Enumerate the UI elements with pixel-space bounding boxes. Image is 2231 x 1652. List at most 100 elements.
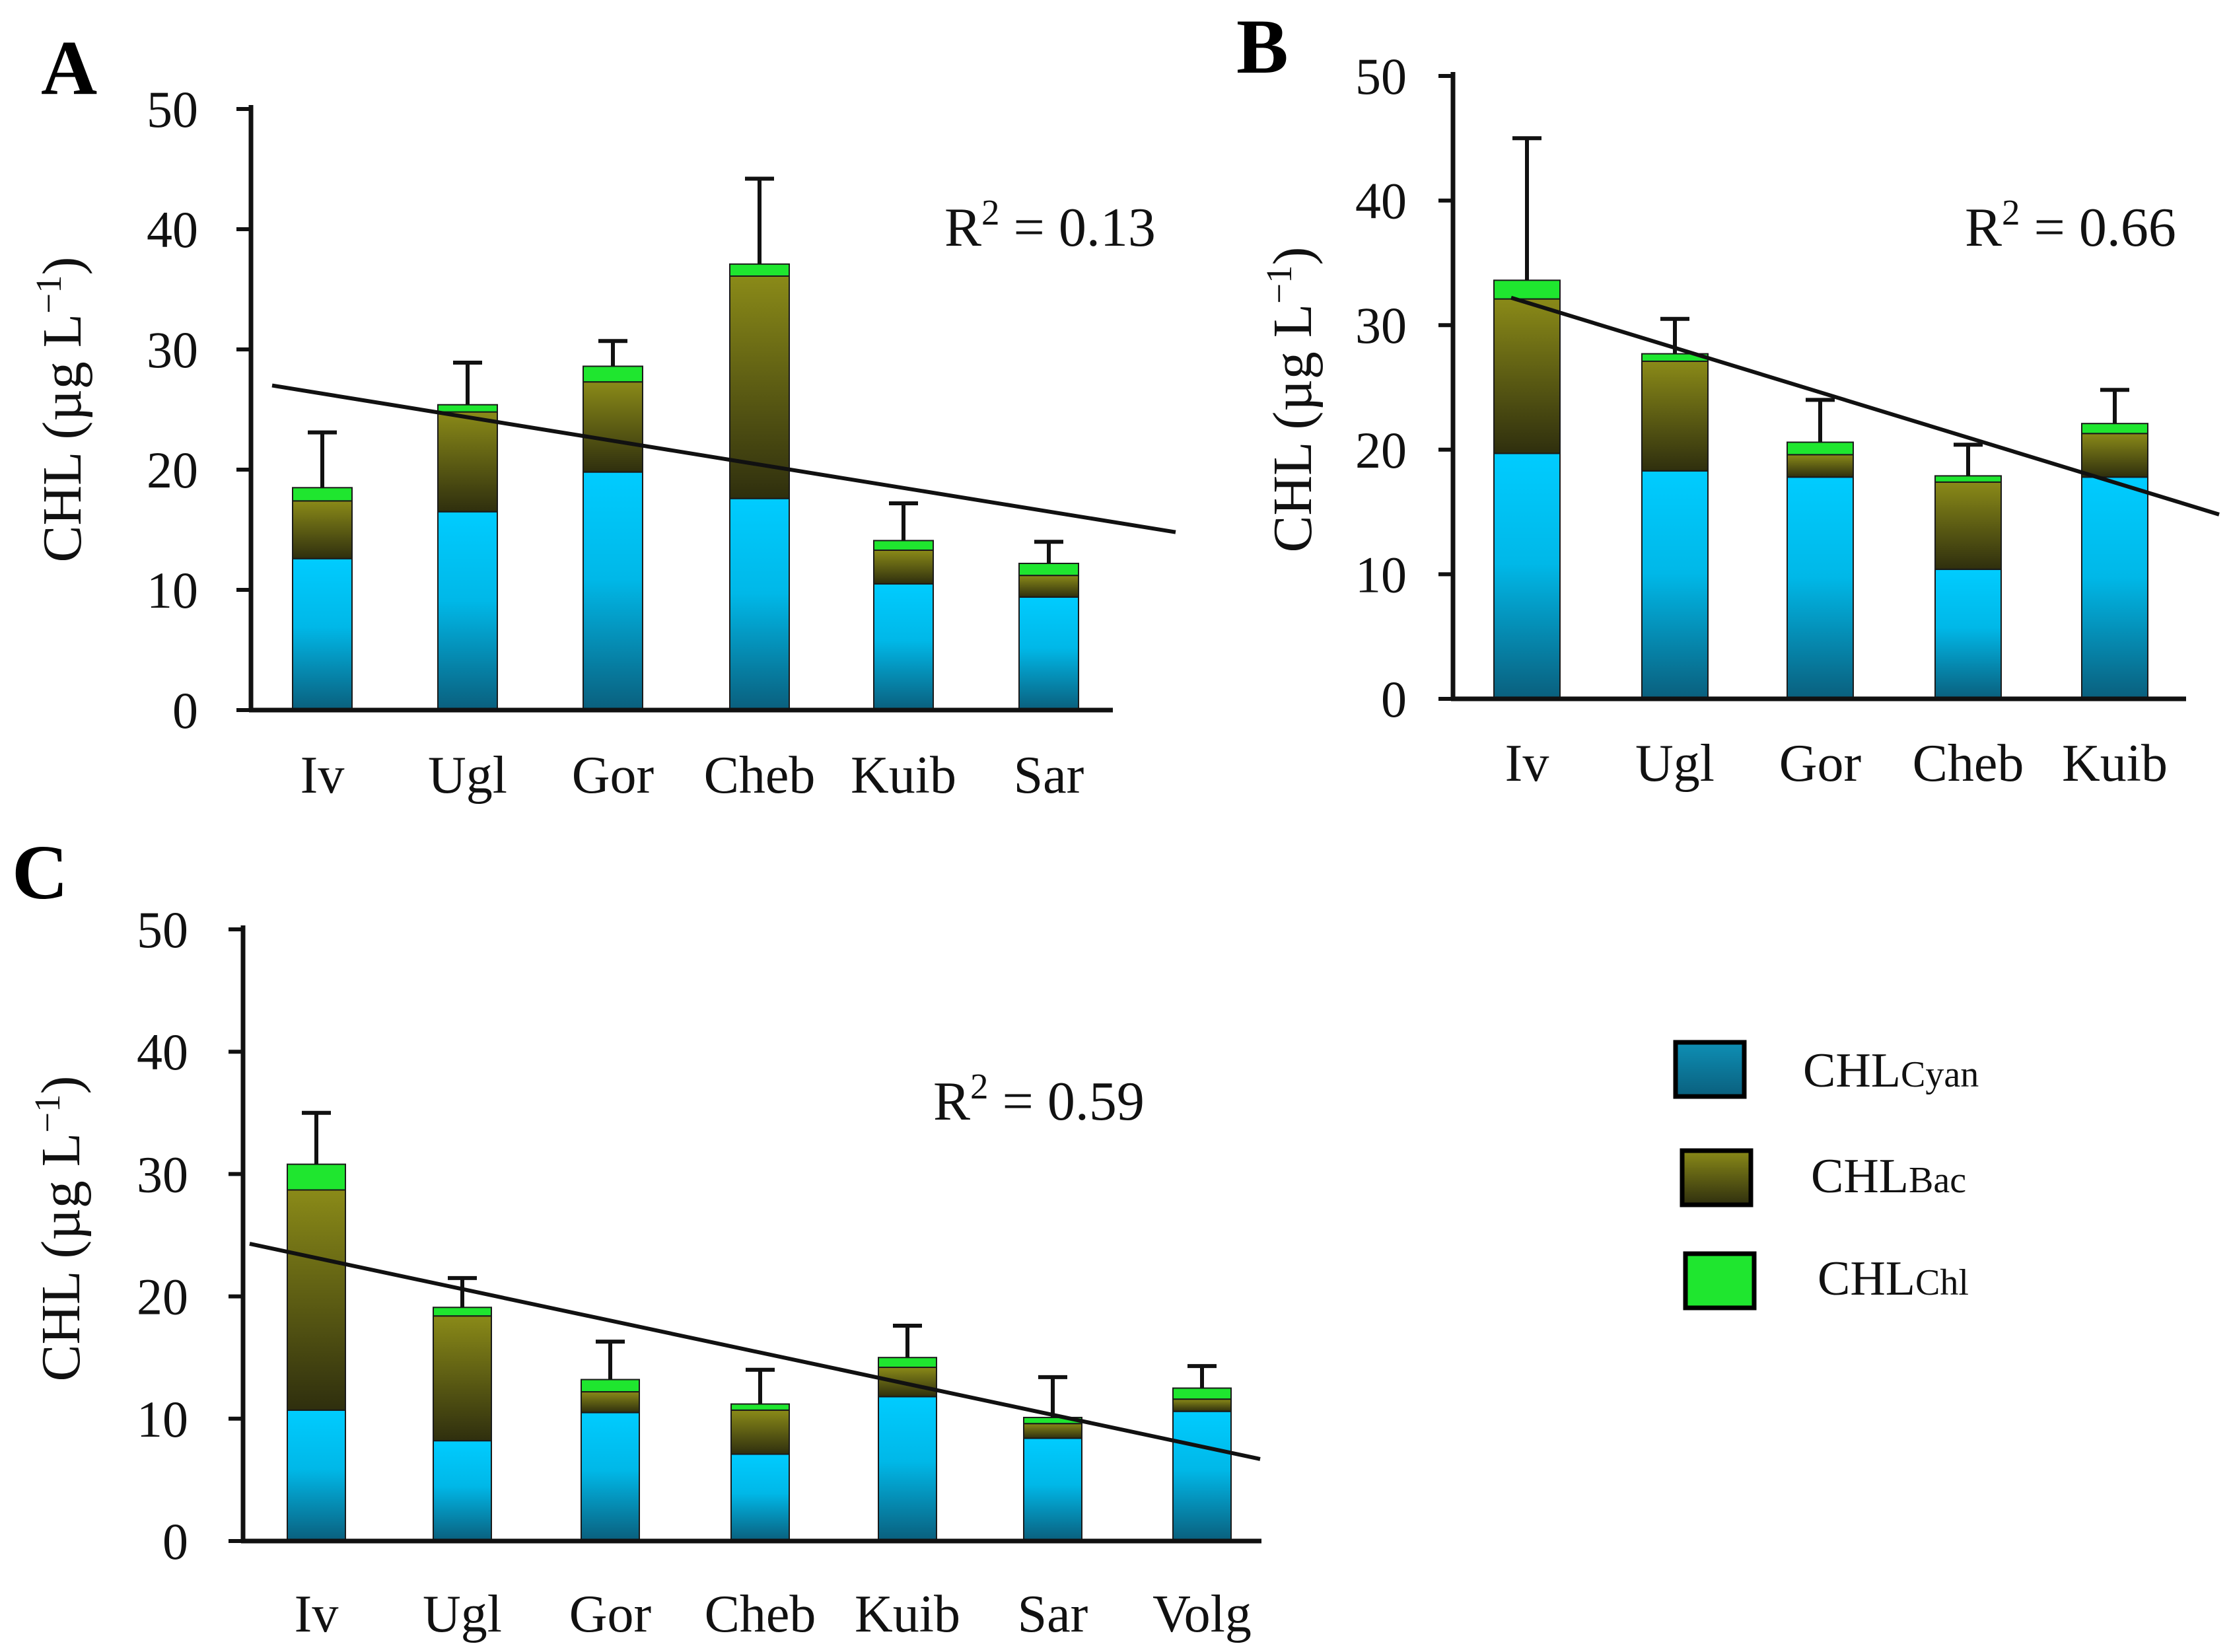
bar-chl-volg [1173,1388,1231,1400]
bar-bac-ugl [433,1316,491,1441]
bar-chl-kuib [874,540,933,550]
bar-chl-ugl [438,405,497,412]
bar-bac-volg [1173,1399,1231,1412]
bar-cyan-volg [1173,1412,1231,1541]
bar-chl-gor [581,1380,639,1392]
y-tick-label-40: 40 [147,201,198,258]
bar-chl-iv [293,487,352,501]
bar-cyan-gor [1787,477,1853,699]
x-tick-label-gor: Gor [569,1585,651,1643]
y-tick-label-30: 30 [1355,297,1407,354]
bar-cyan-ugl [438,512,497,710]
bar-bac-sar [1019,575,1079,597]
bar-chl-cheb [730,264,789,276]
x-tick-label-kuib: Kuib [2062,735,2168,793]
panel-letter-c: C [12,829,68,916]
y-tick-label-0: 0 [172,682,198,739]
y-tick-label-0: 0 [1381,670,1407,728]
bar-bac-sar [1024,1423,1082,1438]
bar-bac-iv [293,501,352,558]
bar-cyan-kuib [2082,477,2148,699]
x-tick-label-cheb: Cheb [704,746,816,805]
y-tick-label-50: 50 [137,901,188,958]
bar-cyan-cheb [1935,569,2001,699]
chart-panel-a: Iv Ugl Gor Cheb Kuib Sar 0 10 20 30 40 50 R2 = 0.13 C… [28,81,1176,805]
x-tick-label-volg: Volg [1152,1585,1252,1643]
panel-letter-b: B [1236,3,1289,90]
x-tick-label-cheb: Cheb [705,1585,816,1643]
bar-bac-kuib [874,550,933,584]
bar-bac-iv [287,1190,345,1410]
bar-bac-gor [1787,454,1853,477]
x-tick-label-kuib: Kuib [851,746,956,805]
legend-label-cyan: CHLCyan [1803,1044,1979,1098]
legend-label-chl: CHLChl [1818,1252,1969,1306]
x-tick-label-cheb: Cheb [1913,735,2024,793]
y-tick-label-30: 30 [147,321,198,378]
chart-panel-c: Iv Ugl Gor Cheb Kuib Sar Volg 0 10 20 30 40 50 R2 = 0… [27,901,1261,1643]
x-tick-label-sar: Sar [1018,1585,1088,1643]
y-tick-label-0: 0 [162,1513,188,1570]
bar-cyan-sar [1024,1438,1082,1541]
bar-cyan-sar [1019,597,1079,710]
bar-bac-iv [1494,299,1560,454]
legend: CHLCyan CHLBac CHLChl [1676,1042,1979,1308]
legend-swatch-cyan [1676,1042,1744,1096]
x-tick-label-iv: Iv [301,746,345,805]
bar-bac-cheb [731,1410,789,1454]
bar-cyan-iv [287,1410,345,1541]
legend-swatch-chl [1685,1254,1754,1308]
y-axis-label: CHL (µg L−1) [28,256,93,562]
y-tick-label-30: 30 [137,1145,188,1203]
bar-bac-kuib [2082,433,2148,477]
bar-cyan-cheb [731,1454,789,1541]
bar-chl-ugl [433,1307,491,1316]
y-tick-label-10: 10 [1355,546,1407,603]
bar-cyan-kuib [878,1396,937,1541]
bar-chl-kuib [2082,423,2148,433]
bar-bac-gor [583,382,643,472]
bar-cyan-ugl [433,1441,491,1541]
bar-cyan-iv [1494,453,1560,699]
bar-cyan-ugl [1642,471,1708,699]
bar-bac-gor [581,1392,639,1412]
y-axis-label: CHL (µg L−1) [27,1075,92,1381]
y-tick-label-50: 50 [147,81,198,138]
y-tick-label-20: 20 [147,441,198,499]
trend-line [272,386,1176,532]
bar-chl-gor [583,366,643,382]
x-tick-label-ugl: Ugl [428,746,507,805]
legend-label-bac: CHLBac [1811,1149,1966,1203]
y-tick-label-10: 10 [147,561,198,619]
chart-panel-b: Iv Ugl Gor Cheb Kuib 0 10 20 30 40 50 R2 = 0.66 CHL … [1259,48,2219,793]
figure: A B C Iv Ugl Gor Cheb Kuib Sar01020304050R2 =… [0,0,2231,1652]
r-squared-annotation: R2 = 0.13 [944,192,1156,258]
x-tick-label-kuib: Kuib [855,1585,960,1643]
bar-chl-gor [1787,442,1853,454]
y-tick-label-40: 40 [137,1023,188,1081]
x-tick-label-ugl: Ugl [1635,735,1715,793]
bar-chl-iv [1494,280,1560,299]
bar-chl-kuib [878,1357,937,1367]
bar-cyan-cheb [730,499,789,710]
y-axis-label: CHL (µg L−1) [1259,246,1324,552]
bar-chl-sar [1019,563,1079,575]
legend-swatch-bac [1682,1151,1751,1205]
x-tick-label-iv: Iv [295,1585,339,1643]
bar-chl-cheb [731,1404,789,1410]
y-tick-label-50: 50 [1355,48,1407,105]
x-tick-label-gor: Gor [572,746,654,805]
bar-cyan-gor [583,472,643,710]
x-tick-label-sar: Sar [1014,746,1084,805]
bar-cyan-gor [581,1413,639,1541]
bar-chl-iv [287,1165,345,1190]
r-squared-annotation: R2 = 0.66 [1965,192,2176,258]
y-tick-label-20: 20 [137,1268,188,1326]
y-tick-label-20: 20 [1355,421,1407,479]
bar-bac-cheb [1935,482,2001,569]
x-tick-label-gor: Gor [1779,735,1861,793]
bar-cyan-kuib [874,584,933,710]
y-tick-label-10: 10 [137,1390,188,1448]
bar-bac-ugl [1642,361,1708,471]
y-tick-label-40: 40 [1355,172,1407,230]
